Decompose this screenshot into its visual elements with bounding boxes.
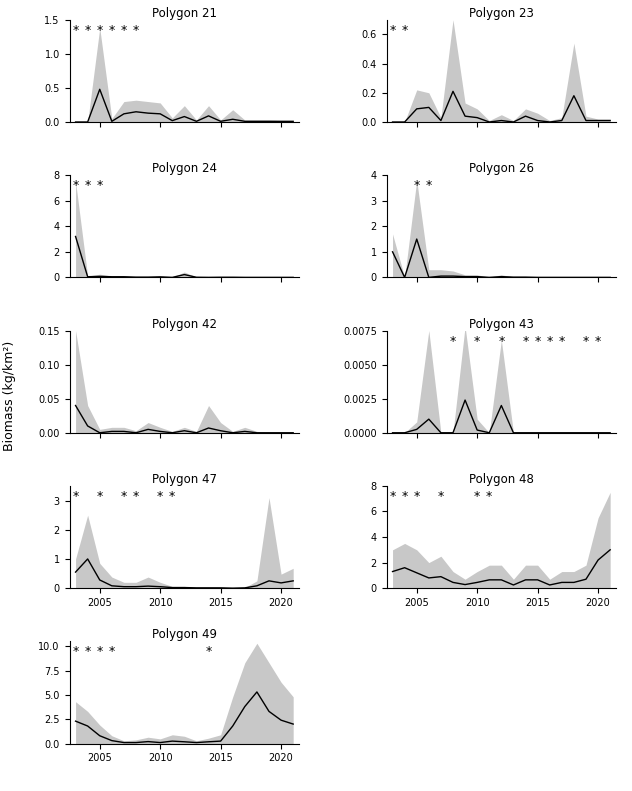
Title: Polygon 48: Polygon 48 <box>469 473 534 486</box>
Title: Polygon 42: Polygon 42 <box>152 317 217 331</box>
Text: *: * <box>389 24 396 37</box>
Text: *: * <box>413 180 420 192</box>
Text: *: * <box>157 490 163 503</box>
Text: *: * <box>97 490 103 503</box>
Text: *: * <box>169 490 176 503</box>
Text: *: * <box>438 490 444 503</box>
Title: Polygon 49: Polygon 49 <box>152 628 217 642</box>
Text: *: * <box>583 335 589 347</box>
Text: *: * <box>73 645 79 658</box>
Text: *: * <box>133 490 139 503</box>
Text: *: * <box>85 645 91 658</box>
Text: *: * <box>121 490 127 503</box>
Text: *: * <box>559 335 565 347</box>
Text: *: * <box>535 335 541 347</box>
Text: *: * <box>498 335 504 347</box>
Text: *: * <box>474 490 480 503</box>
Title: Polygon 26: Polygon 26 <box>469 162 534 175</box>
Text: *: * <box>97 180 103 192</box>
Text: Biomass (kg/km²): Biomass (kg/km²) <box>3 340 16 451</box>
Title: Polygon 47: Polygon 47 <box>152 473 217 486</box>
Text: *: * <box>523 335 528 347</box>
Text: *: * <box>547 335 553 347</box>
Text: *: * <box>121 24 127 37</box>
Text: *: * <box>85 24 91 37</box>
Title: Polygon 21: Polygon 21 <box>152 7 217 20</box>
Text: *: * <box>73 180 79 192</box>
Text: *: * <box>205 645 212 658</box>
Text: *: * <box>97 24 103 37</box>
Text: *: * <box>595 335 601 347</box>
Title: Polygon 43: Polygon 43 <box>469 317 534 331</box>
Text: *: * <box>401 490 408 503</box>
Text: *: * <box>133 24 139 37</box>
Text: *: * <box>389 490 396 503</box>
Title: Polygon 23: Polygon 23 <box>469 7 534 20</box>
Text: *: * <box>109 24 115 37</box>
Text: *: * <box>73 490 79 503</box>
Text: *: * <box>401 24 408 37</box>
Title: Polygon 24: Polygon 24 <box>152 162 217 175</box>
Text: *: * <box>486 490 492 503</box>
Text: *: * <box>73 24 79 37</box>
Text: *: * <box>426 180 432 192</box>
Text: *: * <box>450 335 456 347</box>
Text: *: * <box>85 180 91 192</box>
Text: *: * <box>109 645 115 658</box>
Text: *: * <box>97 645 103 658</box>
Text: *: * <box>413 490 420 503</box>
Text: *: * <box>474 335 480 347</box>
